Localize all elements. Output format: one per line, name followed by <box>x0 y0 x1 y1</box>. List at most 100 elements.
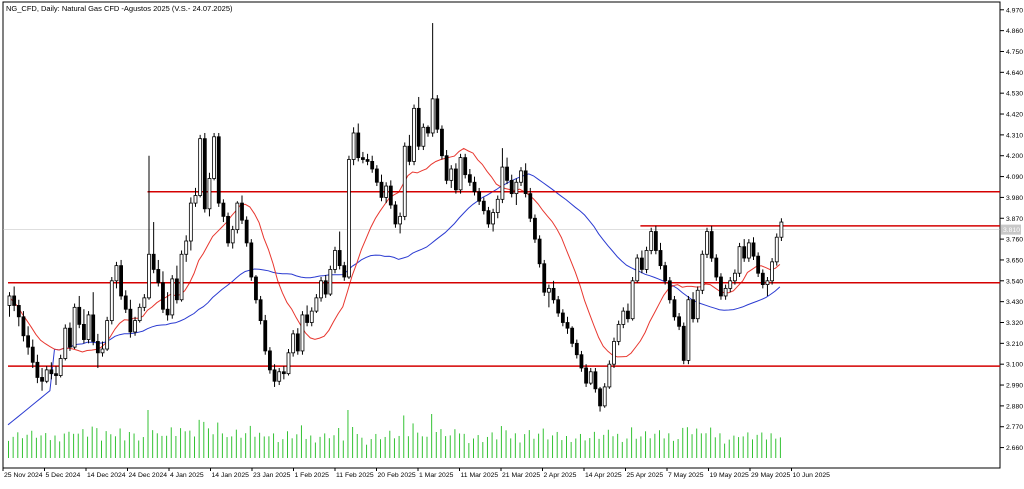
chart-title: NG_CFD, Daily: Natural Gas CFD -Agustos … <box>6 4 233 13</box>
candle <box>486 206 491 228</box>
candle <box>635 254 640 283</box>
candle <box>421 123 426 151</box>
candle <box>472 176 477 196</box>
candle <box>314 294 319 314</box>
y-tick-label: 4.860 <box>1006 28 1023 35</box>
candle-body <box>616 323 621 342</box>
candle <box>774 233 779 266</box>
candle <box>277 367 282 386</box>
candle-body <box>272 369 277 382</box>
candle <box>95 333 100 368</box>
candle-body <box>156 269 161 284</box>
candle <box>212 132 217 181</box>
candle <box>519 167 523 187</box>
candle-body <box>728 280 733 289</box>
candle <box>384 182 389 204</box>
y-tick-label: 4.970 <box>1006 7 1023 14</box>
candle <box>291 330 296 357</box>
candle-body <box>430 98 435 134</box>
candles <box>7 23 784 412</box>
candle-body <box>435 98 440 130</box>
candle <box>579 350 584 372</box>
candle <box>351 127 356 166</box>
candle <box>626 303 630 323</box>
candle-body <box>100 348 105 354</box>
candle-body <box>593 371 598 390</box>
x-tick-label: 1 Feb 2025 <box>295 472 330 479</box>
candle <box>123 290 128 314</box>
candle-body <box>35 361 40 378</box>
candle <box>54 366 58 386</box>
y-tick-label: 4.420 <box>1006 112 1023 119</box>
candle <box>556 295 561 317</box>
candle-body <box>598 388 602 407</box>
current-price-badge-label: 3.810 <box>1003 227 1020 234</box>
candle <box>347 155 351 279</box>
candle <box>356 123 361 162</box>
candle <box>412 104 416 166</box>
candle-body <box>44 369 49 382</box>
candle <box>598 386 602 412</box>
x-tick-label: 25 Nov 2024 <box>4 472 43 479</box>
x-tick-label: 4 Jan 2025 <box>170 472 204 479</box>
candle-body <box>774 236 779 263</box>
y-tick-label: 4.310 <box>1006 132 1023 139</box>
candle-body <box>667 280 672 301</box>
candle-body <box>174 278 179 301</box>
candle-body <box>267 350 272 371</box>
candle <box>63 324 68 361</box>
candle-body <box>193 195 198 204</box>
candle <box>714 254 719 281</box>
candle <box>26 326 31 355</box>
candle-body <box>626 310 630 320</box>
candle <box>640 250 644 274</box>
candle <box>133 316 137 336</box>
candle-body <box>21 316 26 337</box>
candle <box>44 366 49 384</box>
candle <box>533 214 537 243</box>
candle-body <box>556 299 561 314</box>
candle <box>207 172 212 217</box>
candle <box>644 246 649 274</box>
candle <box>719 273 723 300</box>
candle-body <box>207 178 212 210</box>
candle <box>458 153 463 194</box>
candle <box>295 328 300 355</box>
candle-body <box>58 358 63 376</box>
candle <box>733 269 737 285</box>
candle-body <box>16 305 21 318</box>
candle-body <box>119 265 123 297</box>
candle <box>514 178 519 205</box>
x-tick-label: 11 Feb 2025 <box>336 472 374 479</box>
candle-body <box>342 265 347 278</box>
candle-body <box>398 215 403 225</box>
x-tick-label: 10 Jun 2025 <box>793 472 831 479</box>
candle <box>616 320 621 346</box>
candle-body <box>458 157 463 191</box>
candle <box>323 275 328 298</box>
candle-body <box>756 255 761 274</box>
candle <box>505 157 509 185</box>
y-tick-label: 4.090 <box>1006 174 1023 181</box>
candle <box>588 367 593 386</box>
candle-body <box>379 181 384 198</box>
candle-body <box>95 341 100 354</box>
candle-body <box>584 367 588 384</box>
candle-body <box>644 250 649 270</box>
candle-body <box>393 204 398 225</box>
candle-body <box>309 310 314 323</box>
candle <box>272 364 277 387</box>
candle-body <box>574 342 579 356</box>
candle-body <box>137 306 142 321</box>
candle <box>709 225 714 262</box>
candle-body <box>719 276 723 297</box>
candle-body <box>444 155 449 181</box>
candle-body <box>49 369 54 375</box>
y-tick-label: 3.100 <box>1006 362 1023 369</box>
candle-body <box>402 145 407 217</box>
candle <box>728 277 733 293</box>
candle-body <box>733 272 737 282</box>
candle <box>477 187 482 205</box>
